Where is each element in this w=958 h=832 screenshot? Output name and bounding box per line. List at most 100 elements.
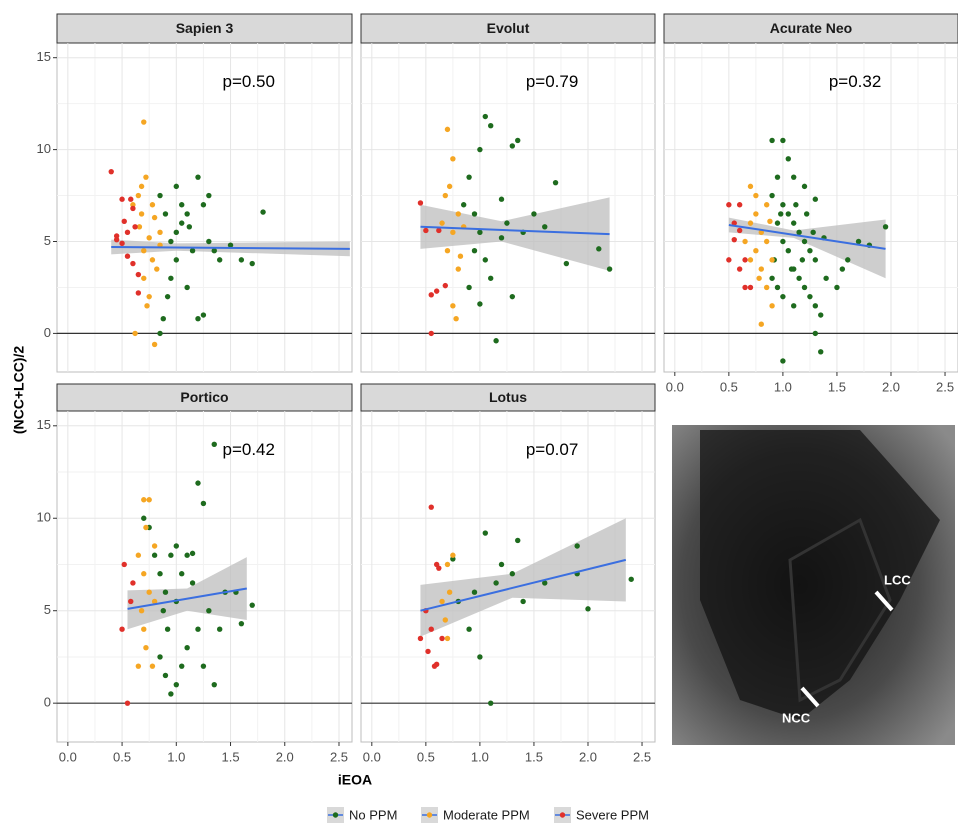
y-tick-label: 10 <box>37 510 51 525</box>
point <box>195 480 201 486</box>
point <box>812 196 819 202</box>
point <box>119 240 125 247</box>
point <box>179 202 185 208</box>
lcc-marker <box>874 590 894 612</box>
point <box>753 192 759 199</box>
point <box>736 266 743 272</box>
point <box>442 192 449 199</box>
point <box>542 580 548 586</box>
point <box>563 260 570 267</box>
point <box>488 123 494 129</box>
point <box>164 293 171 300</box>
point <box>162 211 169 217</box>
point <box>157 571 163 577</box>
point <box>141 497 147 503</box>
point <box>801 238 808 245</box>
point <box>742 238 748 245</box>
point <box>206 608 212 614</box>
point <box>785 211 792 217</box>
point <box>428 292 434 298</box>
point <box>143 524 149 531</box>
point <box>446 183 453 190</box>
legend-dot <box>332 812 339 818</box>
point <box>130 205 136 212</box>
point <box>144 303 150 309</box>
strip <box>56 13 353 44</box>
point <box>726 202 732 208</box>
point <box>128 598 134 605</box>
point <box>135 192 142 199</box>
p-value: p=0.32 <box>829 72 881 91</box>
point <box>444 635 451 642</box>
point <box>769 275 775 281</box>
point <box>249 260 255 267</box>
point <box>425 648 431 655</box>
point <box>812 257 819 263</box>
x-tick-label: 2.0 <box>579 749 597 764</box>
point <box>121 218 127 224</box>
point <box>141 626 147 632</box>
y-tick-label: 5 <box>44 602 51 617</box>
point <box>162 589 169 595</box>
point <box>455 266 461 272</box>
point <box>747 284 754 291</box>
point <box>515 137 521 144</box>
point <box>108 168 114 175</box>
x-axis-title: iEOA <box>338 772 372 788</box>
point <box>184 284 190 291</box>
point <box>450 229 456 236</box>
point <box>135 663 142 669</box>
point <box>446 589 453 595</box>
point <box>417 635 424 642</box>
point <box>482 113 489 120</box>
point <box>151 214 158 221</box>
point <box>450 303 456 309</box>
point <box>135 271 142 278</box>
point <box>769 257 775 263</box>
point <box>442 617 449 623</box>
point <box>135 552 142 558</box>
point <box>509 571 516 577</box>
y-axis-title: (NCC+LCC)/2 <box>11 346 27 434</box>
y-tick-label: 15 <box>37 417 51 432</box>
strip-title: Portico <box>180 389 228 405</box>
point <box>498 196 505 202</box>
point <box>466 174 472 180</box>
point <box>482 257 489 263</box>
point <box>186 224 193 230</box>
confidence-band <box>127 557 247 630</box>
point <box>882 224 889 230</box>
point <box>763 238 770 245</box>
point <box>839 266 846 272</box>
point <box>200 500 207 507</box>
point <box>113 233 120 239</box>
point <box>552 179 559 186</box>
p-value: p=0.42 <box>223 440 275 459</box>
x-tick-label: 1.5 <box>525 749 543 764</box>
point <box>151 552 158 558</box>
point <box>138 183 145 190</box>
point <box>628 576 634 582</box>
point <box>780 358 786 364</box>
point <box>195 315 201 322</box>
point <box>121 561 127 568</box>
point <box>807 293 813 300</box>
point <box>788 266 795 272</box>
point <box>756 275 762 281</box>
point <box>482 530 489 536</box>
point <box>767 218 773 224</box>
point <box>769 192 775 199</box>
point <box>439 635 445 642</box>
point <box>742 284 748 291</box>
point <box>780 293 786 300</box>
panel-background <box>56 410 353 743</box>
point <box>504 220 510 226</box>
confidence-band <box>728 217 886 279</box>
point <box>119 626 125 632</box>
point <box>119 196 125 202</box>
point <box>436 565 442 571</box>
panel-background <box>360 42 656 373</box>
point <box>179 220 185 226</box>
point <box>747 220 754 226</box>
point <box>135 290 142 296</box>
